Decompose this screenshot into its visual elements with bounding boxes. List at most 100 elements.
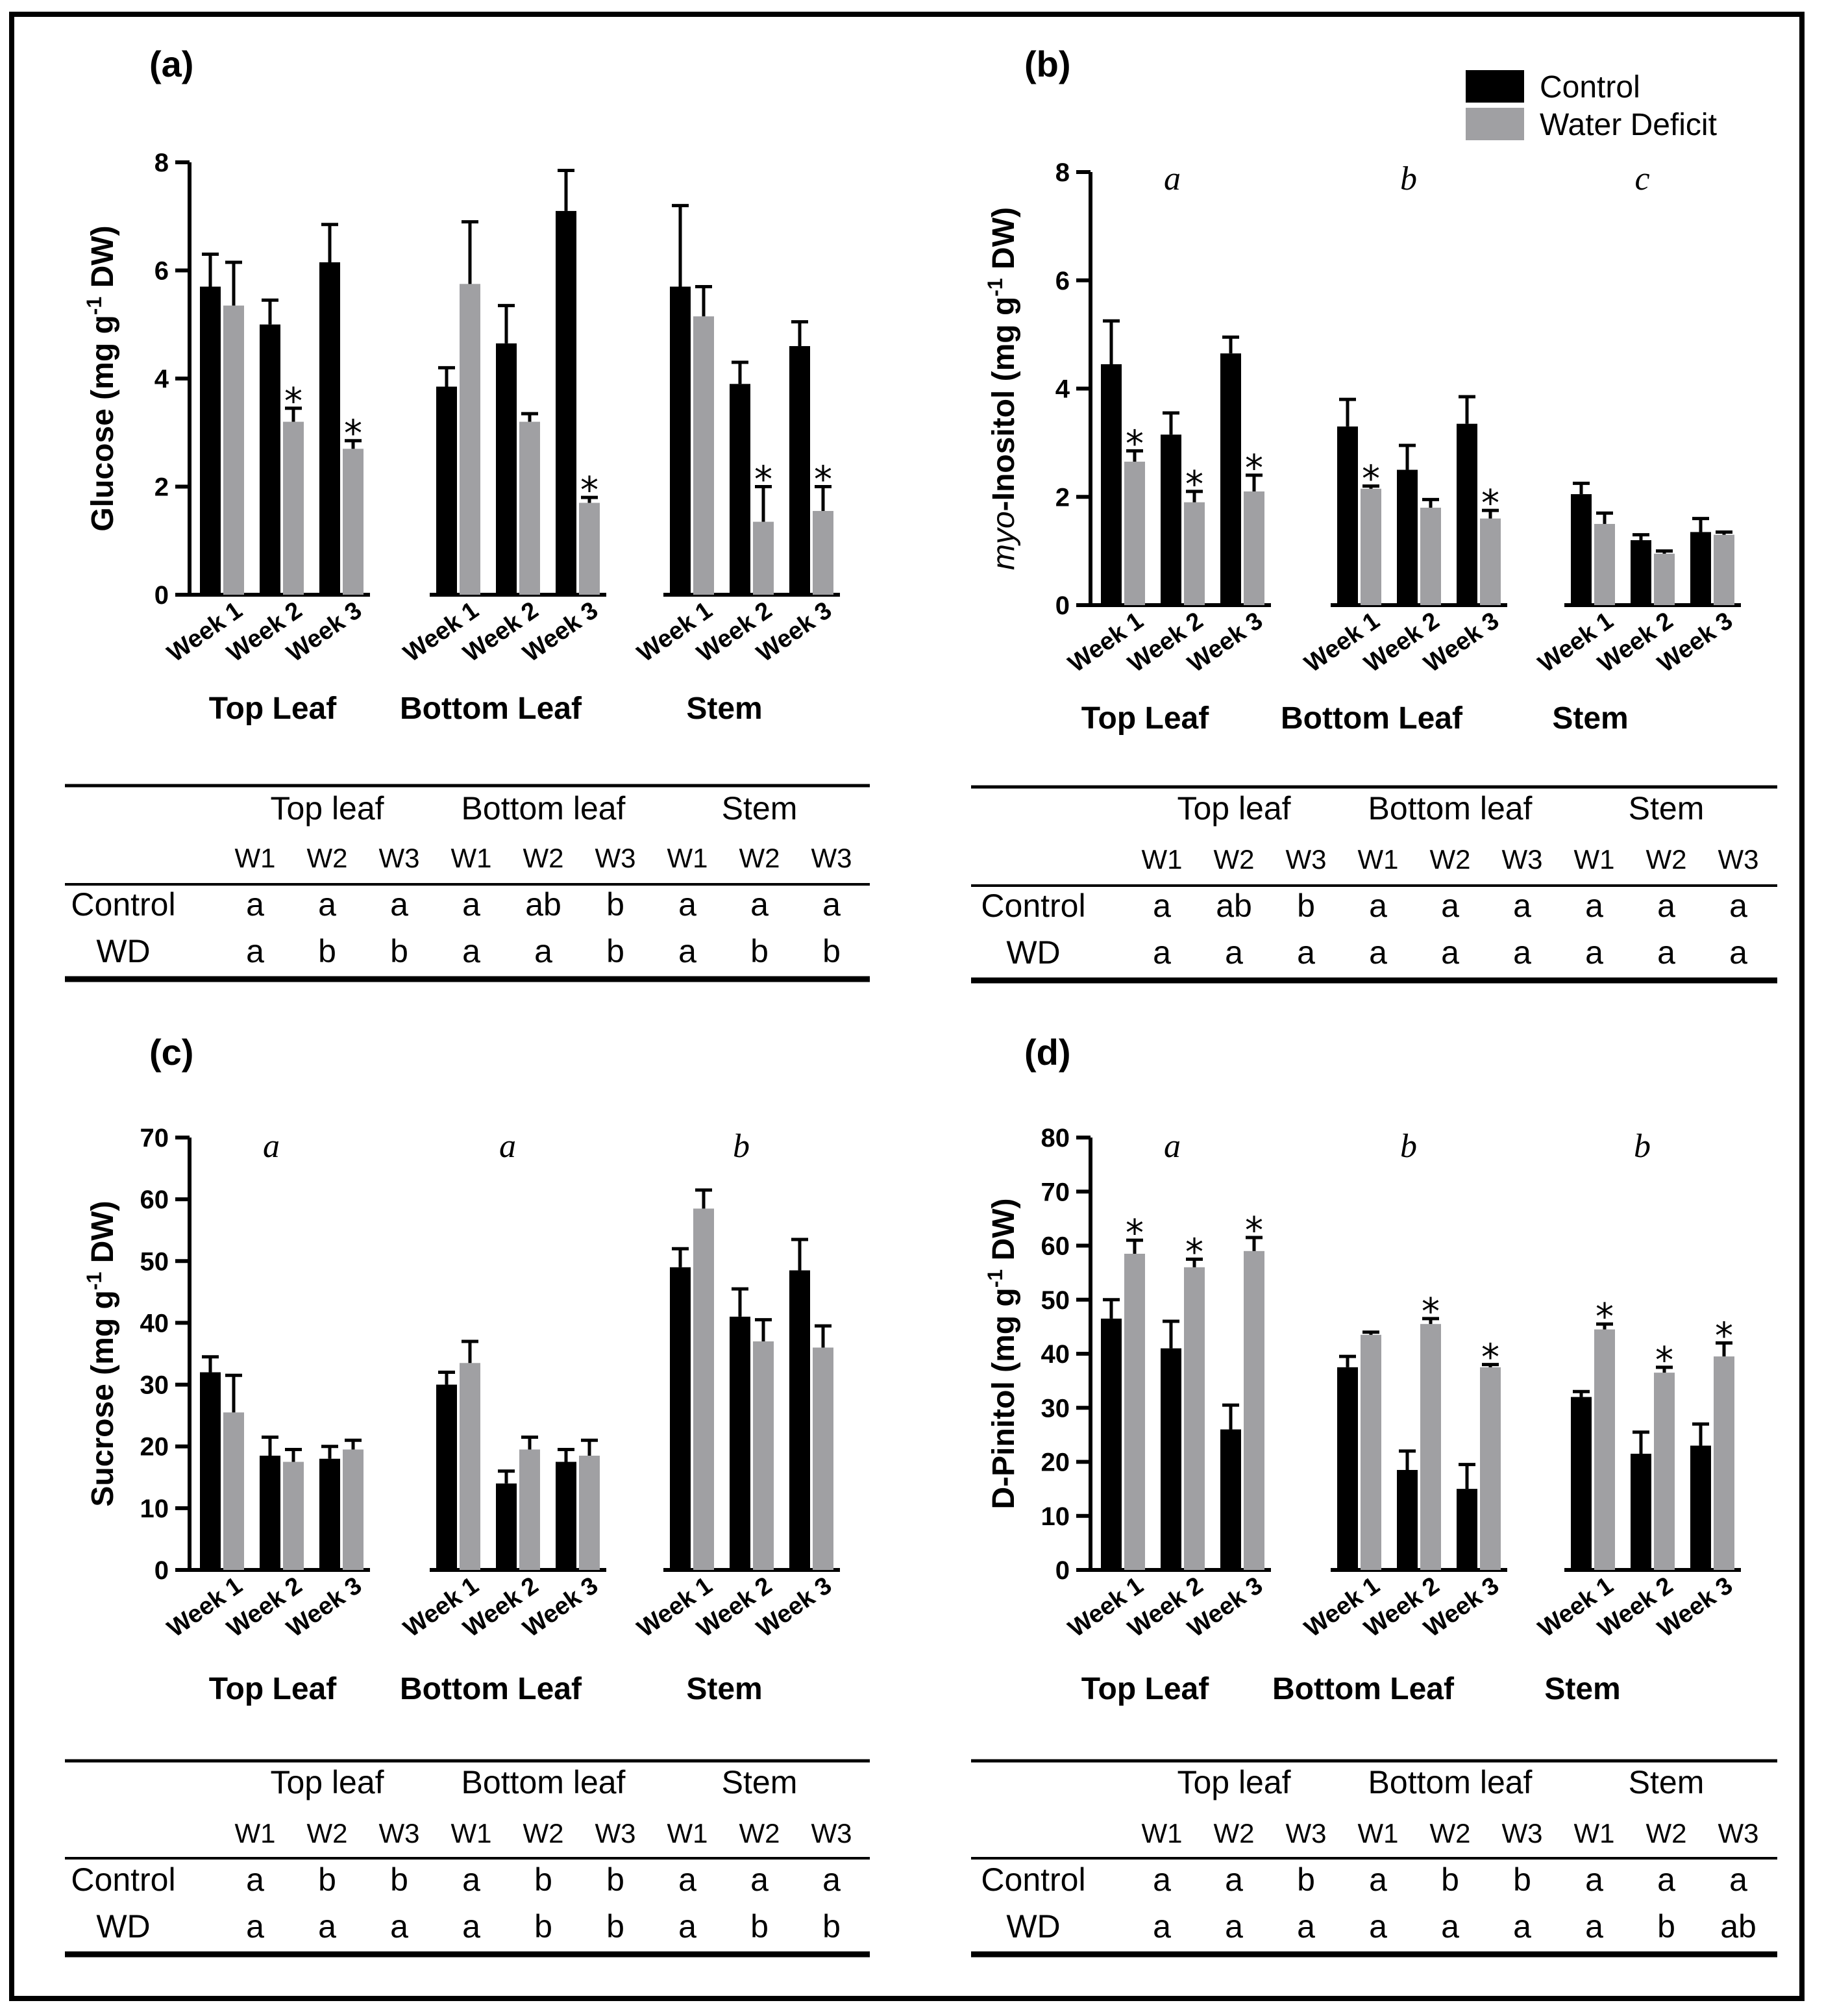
table-cell: a bbox=[1297, 934, 1315, 971]
bar-water-deficit bbox=[343, 1449, 364, 1570]
table-cell: b bbox=[534, 1908, 552, 1945]
bar-water-deficit bbox=[1361, 488, 1381, 605]
significance-table: Top leaf Bottom leaf Stem W1 W2 W3 W1 W2 W3 W1 W2 W… bbox=[65, 784, 870, 982]
y-tick-label: 50 bbox=[1041, 1286, 1070, 1315]
y-axis-title: Glucose (mg g-1 DW) bbox=[82, 225, 120, 531]
bar-water-deficit bbox=[1184, 502, 1205, 605]
significance-star: * bbox=[1126, 423, 1144, 465]
table-cell: a bbox=[1297, 1908, 1315, 1945]
table-group-header: Top leaf bbox=[1177, 790, 1290, 827]
y-tick-label: 60 bbox=[1041, 1232, 1070, 1261]
y-tick-label: 0 bbox=[154, 581, 169, 610]
table-cell: a bbox=[1729, 888, 1747, 924]
bar-control bbox=[1631, 540, 1651, 605]
bar-water-deficit bbox=[1480, 518, 1501, 605]
table-cell: b bbox=[606, 933, 624, 969]
group-significance-letter: b bbox=[1634, 1128, 1651, 1165]
table-week-header: W1 bbox=[667, 1818, 708, 1848]
bar-control bbox=[556, 1462, 576, 1570]
y-tick-label: 2 bbox=[1055, 483, 1070, 512]
bar-water-deficit bbox=[753, 521, 774, 595]
y-tick-label: 70 bbox=[1041, 1178, 1070, 1206]
significance-star: * bbox=[1715, 1315, 1733, 1357]
y-axis-title-italic: myo bbox=[987, 511, 1021, 570]
table-cell: a bbox=[1153, 1861, 1171, 1898]
table-cell: b bbox=[1297, 1861, 1315, 1898]
bar-water-deficit bbox=[460, 1363, 480, 1570]
table-row-label: Control bbox=[71, 886, 175, 923]
table-week-header: W1 bbox=[451, 843, 492, 873]
bar-water-deficit bbox=[519, 421, 540, 595]
table-week-header: W2 bbox=[1430, 844, 1471, 875]
table-cell: a bbox=[1585, 888, 1603, 924]
bar-control bbox=[1161, 434, 1181, 605]
bar-control bbox=[730, 384, 750, 595]
significance-star: * bbox=[1126, 1212, 1144, 1254]
bar-control bbox=[1337, 1367, 1358, 1570]
table-cell: b bbox=[1297, 888, 1315, 924]
panel-c: (c)Sucrose (mg g-1 DW)010203040506070Wee… bbox=[65, 1032, 870, 1958]
table-row-label: Control bbox=[981, 1861, 1085, 1898]
table-cell: a bbox=[678, 1908, 696, 1945]
significance-star: * bbox=[1245, 447, 1263, 490]
table-group-header: Bottom leaf bbox=[1368, 790, 1533, 827]
y-tick-label: 30 bbox=[1041, 1394, 1070, 1423]
y-tick-label: 70 bbox=[140, 1124, 169, 1152]
y-axis-title: D-Pinitol (mg g-1 DW) bbox=[983, 1198, 1021, 1509]
significance-star: * bbox=[1245, 1210, 1263, 1252]
y-tick-label: 8 bbox=[154, 149, 169, 177]
legend-label-control: Control bbox=[1540, 70, 1640, 105]
x-group-label: Stem bbox=[1544, 1672, 1620, 1706]
y-axis-title-end: DW) bbox=[86, 225, 120, 296]
table-cell: a bbox=[1441, 934, 1459, 971]
x-group-label: Top Leaf bbox=[209, 691, 337, 726]
bar-water-deficit bbox=[1420, 1324, 1441, 1570]
significance-star: * bbox=[580, 469, 598, 512]
table-group-header: Bottom leaf bbox=[462, 790, 626, 827]
table-cell: a bbox=[678, 933, 696, 969]
table-cell: a bbox=[1225, 934, 1243, 971]
x-group-label: Bottom Leaf bbox=[400, 691, 582, 726]
table-cell: b bbox=[606, 1908, 624, 1945]
table-cell: b bbox=[318, 933, 336, 969]
table-week-header: W1 bbox=[1358, 844, 1399, 875]
table-cell: a bbox=[1153, 888, 1171, 924]
table-group-header: Stem bbox=[1629, 790, 1705, 827]
significance-star: * bbox=[344, 413, 362, 455]
table-cell: a bbox=[1369, 888, 1387, 924]
significance-star: * bbox=[1362, 458, 1380, 501]
y-tick-label: 4 bbox=[154, 365, 169, 393]
table-cell: b bbox=[534, 1861, 552, 1898]
table-week-header: W2 bbox=[739, 843, 780, 873]
y-axis-title-end: DW) bbox=[987, 1198, 1021, 1269]
table-cell: a bbox=[462, 933, 480, 969]
y-tick-label: 10 bbox=[140, 1495, 169, 1523]
bar-water-deficit bbox=[223, 1412, 244, 1570]
table-row-label: WD bbox=[96, 1908, 150, 1945]
bar-control bbox=[436, 386, 457, 595]
table-cell: a bbox=[246, 933, 264, 969]
bar-control bbox=[260, 324, 280, 595]
bar-water-deficit bbox=[519, 1449, 540, 1570]
table-cell: a bbox=[1585, 1861, 1603, 1898]
legend-label-water-deficit: Water Deficit bbox=[1540, 108, 1717, 142]
bar-control bbox=[670, 286, 691, 595]
legend-swatch-control bbox=[1466, 70, 1524, 103]
table-cell: a bbox=[1369, 1908, 1387, 1945]
y-axis-title-superscript: -1 bbox=[82, 297, 106, 315]
bar-water-deficit bbox=[693, 316, 714, 595]
table-week-header: W3 bbox=[595, 843, 636, 873]
significance-star: * bbox=[1655, 1339, 1673, 1382]
y-tick-label: 0 bbox=[1055, 1556, 1070, 1585]
table-week-header: W3 bbox=[1286, 844, 1327, 875]
bar-control bbox=[1690, 532, 1711, 605]
table-week-header: W2 bbox=[1214, 1818, 1255, 1848]
bar-control bbox=[200, 1372, 221, 1570]
significance-star: * bbox=[1481, 482, 1499, 525]
bar-control bbox=[200, 286, 221, 595]
bar-control bbox=[789, 1270, 810, 1570]
bar-control bbox=[1337, 426, 1358, 605]
table-week-header: W1 bbox=[667, 843, 708, 873]
